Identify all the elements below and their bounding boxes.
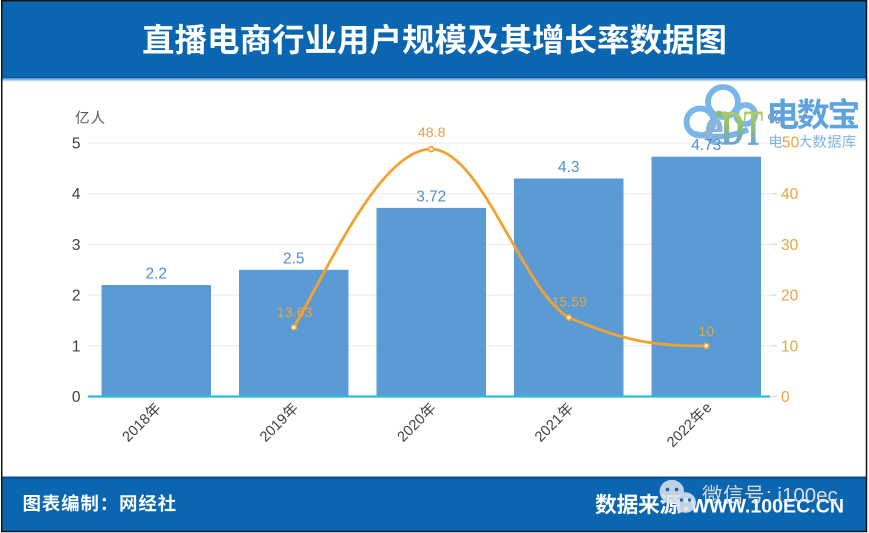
svg-text:10: 10 bbox=[781, 338, 799, 355]
svg-text:40: 40 bbox=[781, 186, 799, 203]
svg-text:20: 20 bbox=[781, 288, 799, 305]
svg-text:2.5: 2.5 bbox=[283, 250, 304, 267]
svg-text:D: D bbox=[721, 101, 745, 156]
svg-text:4.3: 4.3 bbox=[558, 159, 579, 176]
svg-text:1: 1 bbox=[72, 338, 81, 355]
svg-text:0: 0 bbox=[781, 389, 790, 406]
svg-text:3.72: 3.72 bbox=[416, 188, 446, 205]
svg-text:3: 3 bbox=[72, 237, 81, 254]
svg-text:2: 2 bbox=[72, 288, 81, 305]
svg-text:50: 50 bbox=[782, 135, 800, 152]
svg-text:30: 30 bbox=[781, 237, 799, 254]
svg-text:10: 10 bbox=[698, 324, 714, 340]
svg-text:48.8: 48.8 bbox=[418, 125, 446, 141]
svg-text:e: e bbox=[705, 95, 724, 156]
svg-text:0: 0 bbox=[72, 389, 81, 406]
svg-text:5: 5 bbox=[72, 136, 81, 153]
svg-text:T: T bbox=[744, 100, 764, 157]
svg-text:15.59: 15.59 bbox=[551, 294, 587, 310]
svg-text:WWW.100EC.CN: WWW.100EC.CN bbox=[691, 495, 845, 517]
svg-text:4: 4 bbox=[72, 186, 81, 203]
svg-text:13.63: 13.63 bbox=[277, 305, 313, 321]
svg-text:: i100ec: : i100ec bbox=[766, 484, 838, 507]
svg-text:2.2: 2.2 bbox=[146, 265, 167, 282]
svg-text:4.73: 4.73 bbox=[691, 137, 721, 154]
